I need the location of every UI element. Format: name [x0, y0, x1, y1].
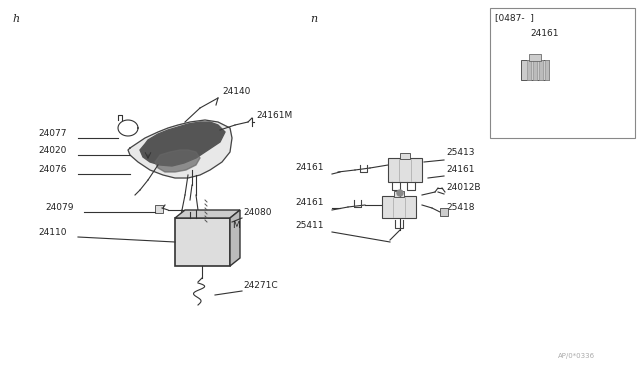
Text: 24161: 24161 — [295, 163, 323, 172]
Bar — [545, 60, 549, 80]
Bar — [155, 205, 163, 213]
Text: 24080: 24080 — [243, 208, 271, 217]
Polygon shape — [230, 210, 240, 266]
Polygon shape — [175, 210, 240, 218]
Circle shape — [397, 190, 403, 196]
Text: 25411: 25411 — [295, 221, 323, 230]
Text: 24161: 24161 — [446, 165, 474, 174]
Text: 24076: 24076 — [38, 165, 67, 174]
Bar — [521, 60, 549, 80]
Bar — [539, 60, 543, 80]
Text: 24161: 24161 — [295, 198, 323, 207]
Text: h: h — [12, 14, 19, 24]
Bar — [382, 196, 416, 218]
Text: 25418: 25418 — [446, 203, 474, 212]
Polygon shape — [155, 150, 200, 172]
Bar — [440, 208, 448, 216]
Text: 24020: 24020 — [38, 146, 67, 155]
Text: 24012B: 24012B — [446, 183, 481, 192]
Text: 24110: 24110 — [38, 228, 67, 237]
Bar — [388, 158, 422, 182]
Text: n: n — [310, 14, 317, 24]
Bar — [175, 218, 230, 266]
Text: 24161: 24161 — [531, 29, 559, 38]
Text: 24161M: 24161M — [256, 111, 292, 120]
Polygon shape — [128, 120, 232, 178]
Text: 24271C: 24271C — [243, 281, 278, 290]
Text: M: M — [232, 221, 240, 230]
Text: 24079: 24079 — [45, 203, 74, 212]
Text: AP/0*0336: AP/0*0336 — [558, 353, 595, 359]
Bar — [529, 54, 541, 61]
Text: 24077: 24077 — [38, 129, 67, 138]
Bar — [490, 8, 635, 138]
Bar — [533, 60, 537, 80]
Text: 25413: 25413 — [446, 148, 474, 157]
Bar — [394, 191, 404, 197]
Text: [0487-  ]: [0487- ] — [495, 13, 534, 22]
Bar — [527, 60, 531, 80]
Polygon shape — [140, 122, 225, 166]
Bar — [400, 153, 410, 159]
Text: 24140: 24140 — [222, 87, 250, 96]
